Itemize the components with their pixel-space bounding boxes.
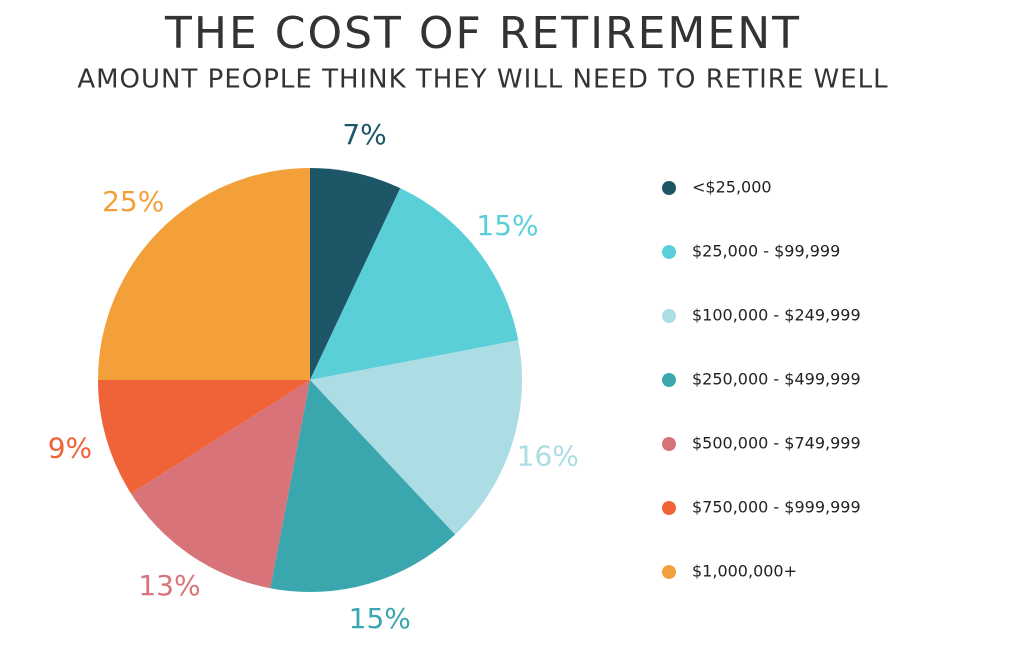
- chart-title: THE COST OF RETIREMENT: [164, 8, 801, 59]
- value-label: 9%: [48, 432, 92, 465]
- legend-marker: [662, 437, 676, 451]
- value-label: 13%: [138, 569, 200, 602]
- legend-label: $500,000 - $749,999: [692, 434, 861, 453]
- legend-label: $100,000 - $249,999: [692, 306, 861, 325]
- legend-label: $250,000 - $499,999: [692, 370, 861, 389]
- legend-label: $1,000,000+: [692, 562, 797, 581]
- value-label: 16%: [517, 439, 579, 472]
- legend-marker: [662, 373, 676, 387]
- pie-slice: [310, 188, 519, 380]
- value-label: 15%: [349, 602, 411, 635]
- pie-slice: [270, 380, 456, 592]
- legend-marker: [662, 565, 676, 579]
- pie-slice: [310, 168, 401, 380]
- chart-subtitle: AMOUNT PEOPLE THINK THEY WILL NEED TO RE…: [77, 65, 888, 95]
- legend-marker: [662, 501, 676, 515]
- pie-slice: [131, 380, 310, 589]
- legend-label: <$25,000: [692, 178, 772, 197]
- legend-label: $750,000 - $999,999: [692, 498, 861, 517]
- value-label: 25%: [102, 185, 164, 218]
- pie-slice: [98, 168, 310, 380]
- legend-label: $25,000 - $99,999: [692, 242, 840, 261]
- pie-slice: [98, 380, 310, 494]
- pie-slice: [310, 340, 522, 535]
- value-label: 15%: [476, 209, 538, 242]
- value-label: 7%: [342, 118, 386, 151]
- legend-marker: [662, 245, 676, 259]
- legend-marker: [662, 309, 676, 323]
- legend-marker: [662, 181, 676, 195]
